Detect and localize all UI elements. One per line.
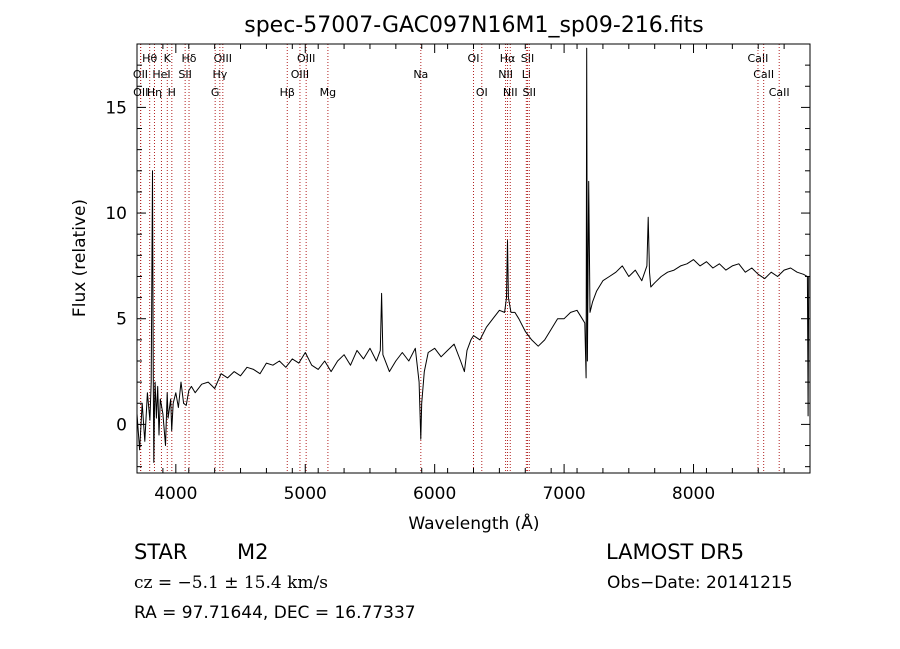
line-marker-label: Na <box>413 68 428 81</box>
line-marker-label: Hη <box>147 86 162 99</box>
y-axis: 0 5 10 15 <box>105 43 810 468</box>
line-marker-label: CaII <box>748 52 769 65</box>
line-marker-label: HeI <box>152 68 170 81</box>
spectrum-line <box>136 47 810 463</box>
chart-title: spec-57007-GAC097N16M1_sp09-216.fits <box>244 13 704 38</box>
redshift-velocity: cz = −5.1 ± 15.4 km/s <box>134 573 328 593</box>
coordinates: RA = 97.71644, DEC = 16.77337 <box>134 603 416 623</box>
x-tick-label: 4000 <box>154 484 197 504</box>
line-marker-label: Hθ <box>142 52 157 65</box>
line-marker-label: SII <box>521 52 534 65</box>
line-marker-label: Hα <box>500 52 516 65</box>
line-marker-label: Hβ <box>280 86 295 99</box>
line-marker-label: OIII <box>291 68 309 81</box>
plot-frame <box>136 43 811 474</box>
object-subclass: M2 <box>237 540 269 564</box>
survey-name: LAMOST DR5 <box>606 540 745 564</box>
spectrum-series <box>136 47 810 463</box>
line-marker-label: OI <box>468 52 480 65</box>
x-tick-label: 7000 <box>542 484 585 504</box>
line-marker-label: NII <box>503 86 518 99</box>
line-marker-label: K <box>164 52 172 65</box>
object-class: STAR <box>134 540 188 564</box>
x-tick-label: 6000 <box>413 484 456 504</box>
line-marker-label: OI <box>476 86 488 99</box>
line-marker-label: CaII <box>769 86 790 99</box>
line-marker-label: G <box>211 86 220 99</box>
line-marker-label: Mg <box>320 86 336 99</box>
line-marker-label: Hγ <box>212 68 227 81</box>
line-marker-label: SII <box>523 86 536 99</box>
line-marker-label: H <box>168 86 176 99</box>
x-tick-label: 5000 <box>284 484 327 504</box>
line-marker-label: Hδ <box>182 52 197 65</box>
line-marker-label: OIII <box>297 52 315 65</box>
y-tick-label: 5 <box>116 310 127 330</box>
x-axis: 4000 5000 6000 7000 8000 <box>136 44 811 504</box>
x-tick-label: 8000 <box>672 484 715 504</box>
line-marker-label: CaII <box>753 68 774 81</box>
line-marker-label: SII <box>178 68 191 81</box>
line-marker-label: Li <box>522 68 531 81</box>
y-tick-label: 10 <box>105 204 127 224</box>
observation-date: Obs−Date: 20141215 <box>607 573 793 593</box>
y-tick-label: 15 <box>105 98 127 118</box>
y-tick-label: 0 <box>116 415 127 435</box>
y-axis-label: Flux (relative) <box>70 199 90 317</box>
x-axis-label: Wavelength (Å) <box>408 512 539 534</box>
line-marker-label: OIII <box>214 52 232 65</box>
line-marker-label: NII <box>498 68 513 81</box>
